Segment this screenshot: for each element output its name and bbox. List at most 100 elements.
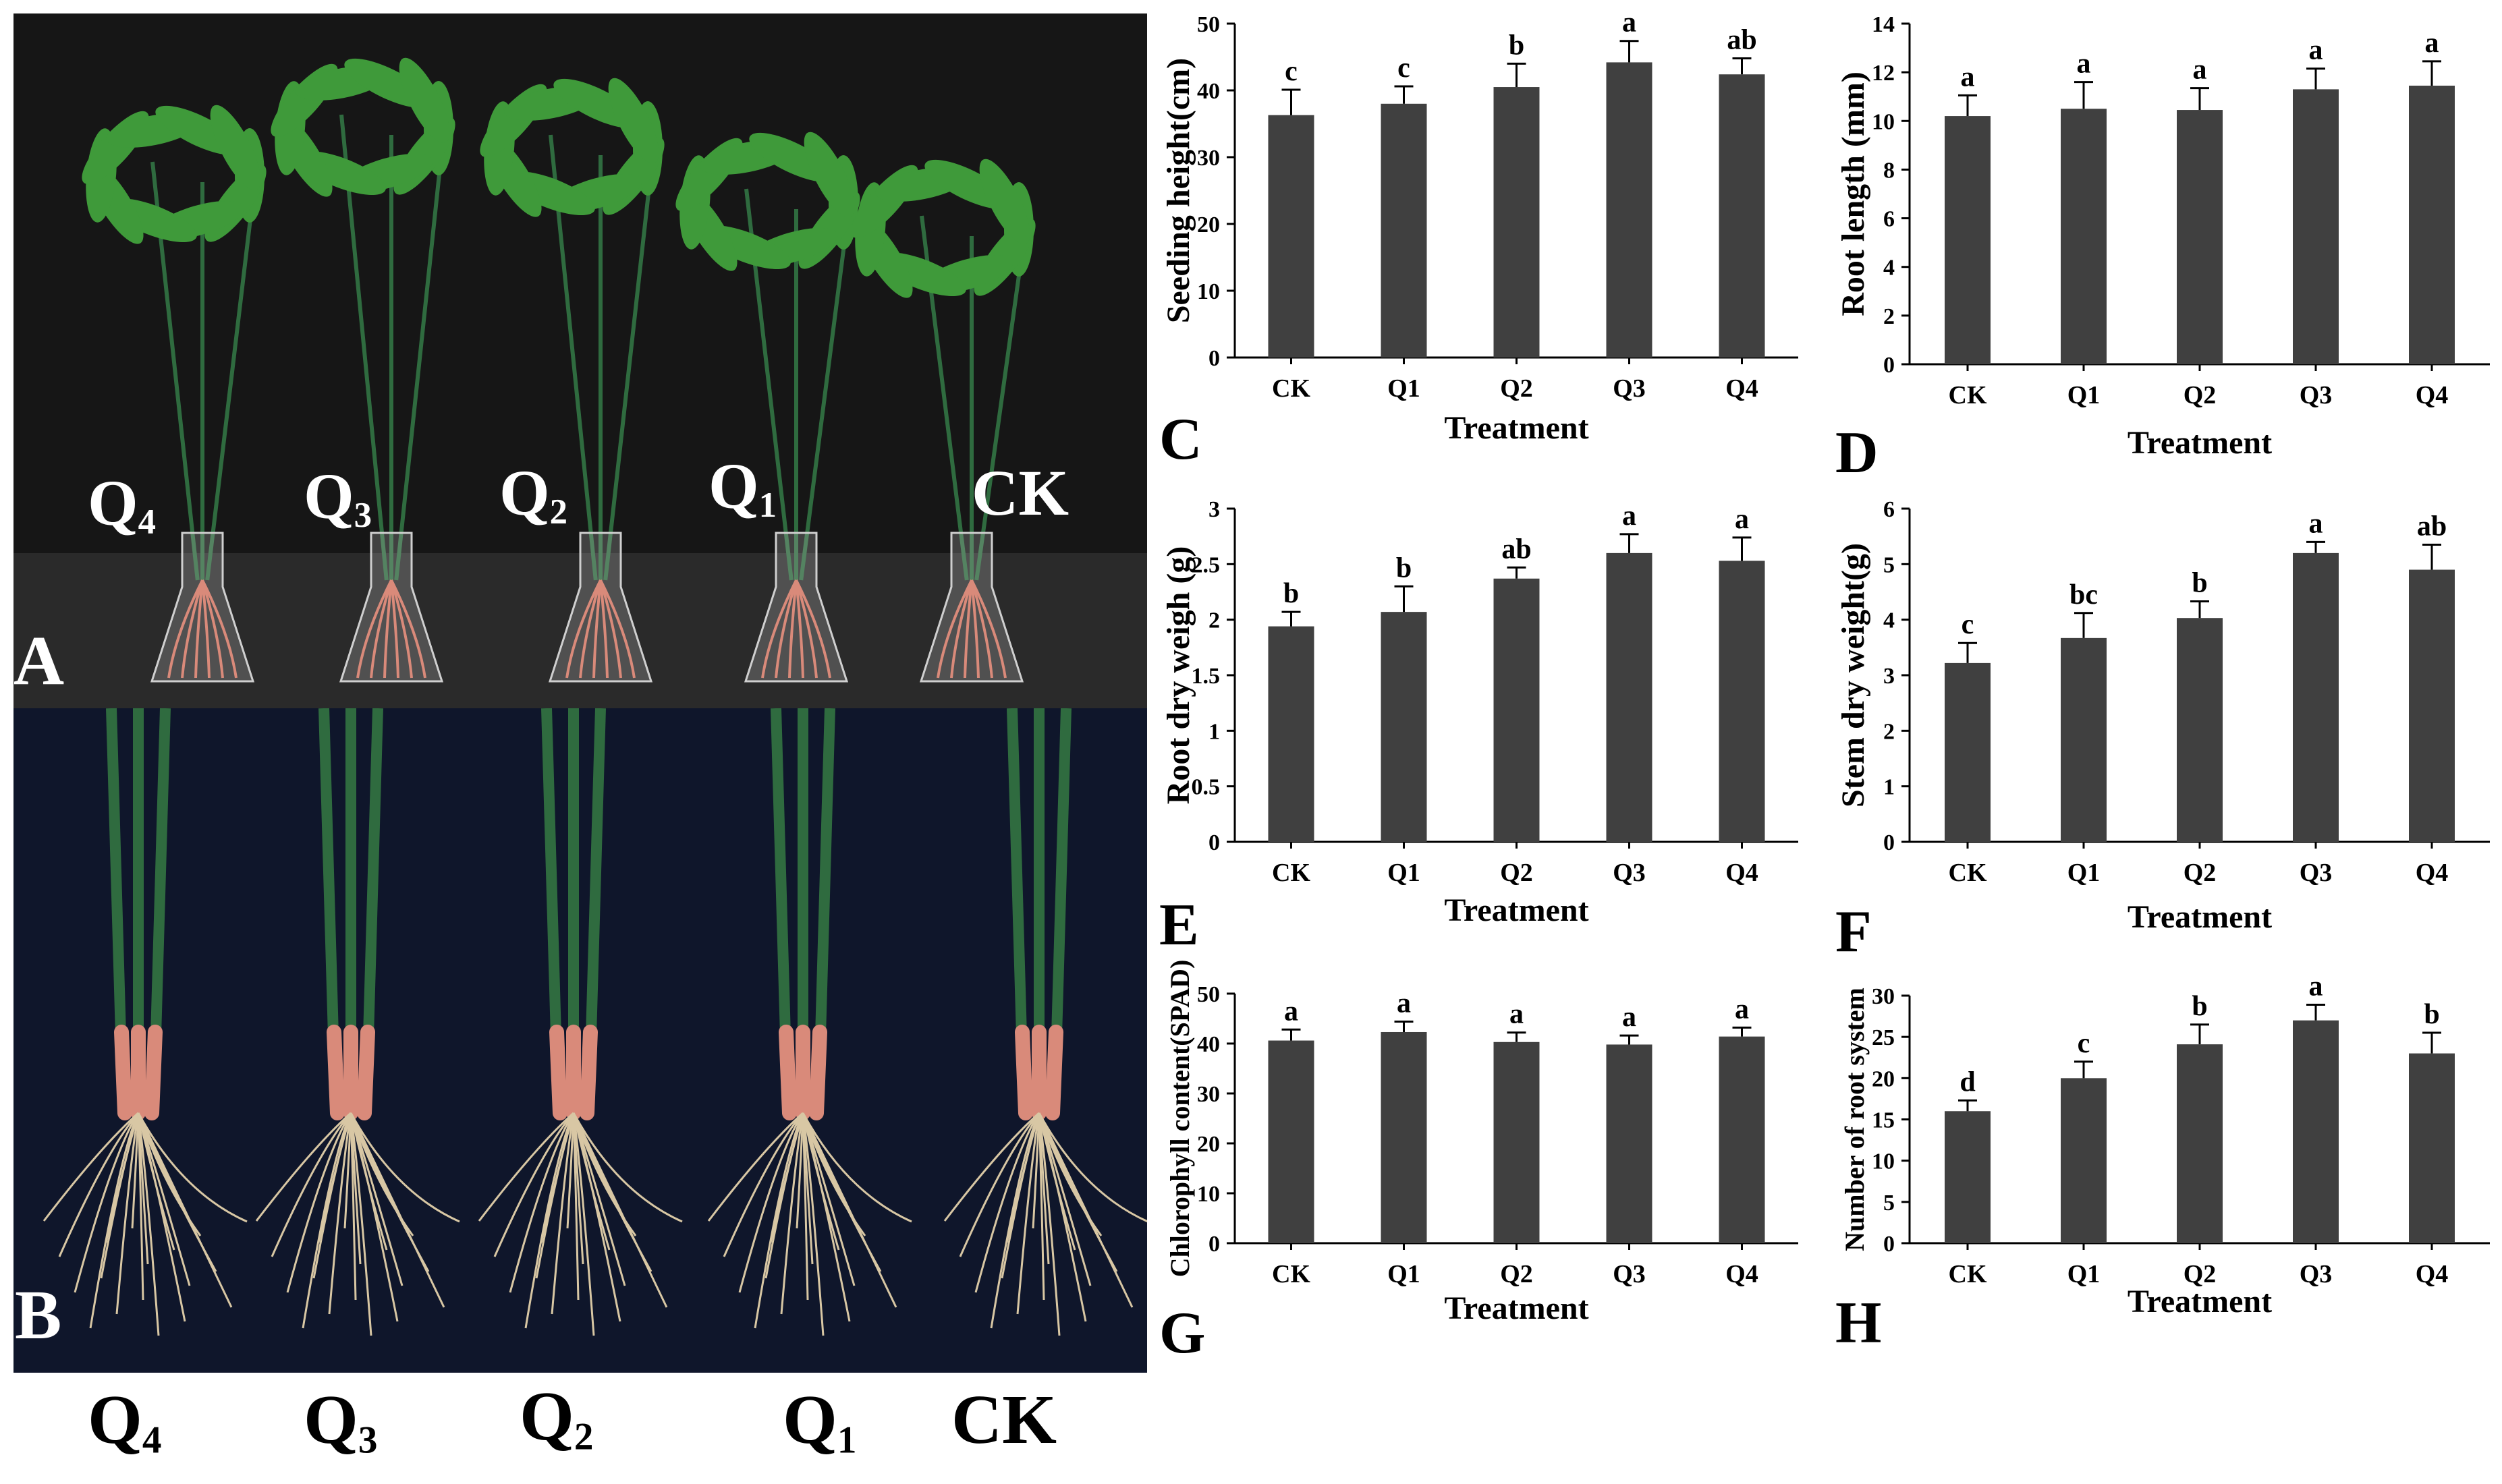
root-strand [764, 1112, 804, 1279]
root-strand [1038, 1112, 1061, 1336]
y-tick-label: 10 [1197, 1182, 1220, 1207]
root [599, 579, 636, 679]
root [592, 579, 602, 679]
significance-letter: a [1397, 988, 1411, 1019]
root [201, 579, 224, 679]
panel-letter: H [1835, 1290, 1881, 1356]
stem [799, 229, 848, 581]
root-strand [1038, 1112, 1147, 1223]
x-tick-label: Q2 [1500, 374, 1533, 403]
root [167, 579, 204, 679]
root-base [809, 1025, 827, 1120]
significance-letter: a [2309, 508, 2323, 539]
bar [2177, 618, 2223, 842]
leaf [804, 132, 855, 218]
root-strand [974, 1112, 1040, 1293]
bar [2061, 109, 2107, 364]
bar [1493, 578, 1540, 842]
y-tick-label: 20 [1197, 1132, 1220, 1157]
stem [394, 154, 443, 581]
root [390, 579, 413, 679]
label-ck: CK [972, 457, 1069, 529]
significance-letter: c [1962, 609, 1974, 640]
y-tick-label: 5 [1883, 1191, 1895, 1216]
x-tick-label: Q2 [2184, 859, 2217, 887]
plant-in-flask [271, 57, 455, 683]
root-strand [115, 1112, 140, 1315]
significance-letter: a [2309, 971, 2323, 1002]
bar [2293, 89, 2339, 364]
plant-in-flask [675, 132, 860, 683]
significance-letter: ab [1727, 24, 1756, 55]
y-tick-label: 0 [1208, 1232, 1220, 1257]
stem [585, 708, 606, 1060]
significance-letter: b [1396, 552, 1412, 583]
root-strand [723, 1112, 804, 1257]
stem [771, 708, 791, 1060]
root-strand [738, 1112, 804, 1293]
significance-letter: d [1959, 1066, 1975, 1097]
bar [2177, 1044, 2223, 1243]
y-tick-label: 12 [1872, 61, 1895, 86]
x-tick-label: Q4 [1725, 1260, 1758, 1288]
y-tick-label: 1 [1208, 719, 1220, 744]
panel-letter: D [1835, 420, 1879, 486]
y-tick-label: 5 [1883, 552, 1895, 577]
root-strand [350, 1112, 460, 1223]
root-strand [572, 1112, 621, 1322]
panel-b-photo: B [13, 708, 1147, 1373]
bar [1268, 115, 1314, 358]
bar [2177, 110, 2223, 364]
x-axis-title: Treatment [1444, 1290, 1588, 1326]
root-base [1045, 1025, 1063, 1120]
root-base [144, 1025, 163, 1120]
significance-letter: a [1509, 999, 1524, 1030]
root-strand [509, 1112, 575, 1293]
root [964, 579, 973, 679]
root-strand [535, 1112, 575, 1279]
root-strand [137, 1112, 144, 1301]
x-tick-label: Q1 [1387, 374, 1420, 403]
y-tick-label: 0.5 [1192, 775, 1221, 800]
root-strand [802, 1112, 851, 1322]
bar [1381, 1031, 1427, 1243]
y-tick-label: 50 [1197, 982, 1220, 1007]
root-strand [1001, 1112, 1040, 1279]
root-strand [990, 1112, 1040, 1329]
root-strand [328, 1112, 352, 1315]
label-b-q2: Q2 [520, 1377, 594, 1458]
significance-letter: b [2424, 999, 2439, 1030]
root-strand [350, 1112, 445, 1308]
root-strand [493, 1112, 575, 1257]
chart-number-of-root-system: 0 5 10 15 20 25 30 d CK c Q1 b Q2 a Q3 b Q4 Treatment Numb… [1822, 971, 2502, 1481]
significance-letter: a [1622, 1002, 1636, 1033]
root-strand [572, 1112, 595, 1336]
x-tick-label: Q2 [2184, 1260, 2217, 1288]
y-tick-label: 6 [1883, 207, 1895, 232]
x-tick-label: Q2 [1500, 1260, 1533, 1288]
panel-letter-a: A [13, 622, 65, 700]
plant-in-flask [480, 78, 665, 683]
x-tick-label: Q2 [1500, 859, 1533, 887]
x-tick-label: Q1 [2067, 859, 2101, 887]
root [390, 579, 426, 679]
root [565, 579, 602, 679]
significance-letter: a [2077, 49, 2091, 80]
stem [974, 256, 1024, 581]
y-tick-label: 15 [1872, 1108, 1895, 1133]
seedlings-in-flasks-illustration [13, 13, 1147, 708]
root-strand [137, 1112, 160, 1336]
x-tick-label: Q3 [1613, 374, 1646, 403]
root [370, 579, 393, 679]
root-strand [1016, 1112, 1040, 1315]
chart-seeding-height: 0 10 20 30 40 50 c CK c Q1 b Q2 a Q3 ab Q4 Treatment Seed… [1147, 0, 1822, 472]
root-base [1015, 1025, 1033, 1120]
root-strand [551, 1112, 575, 1315]
root-strand [89, 1112, 140, 1329]
chart-svg: 0 10 20 30 40 50 a CK a Q1 a Q2 a Q3 a Q4 Treatment Chlor… [1159, 960, 1798, 1366]
y-axis-title: Root length (mm) [1835, 72, 1871, 316]
root [579, 579, 602, 679]
root-strand [137, 1112, 248, 1223]
significance-letter: b [1283, 578, 1299, 609]
label-b-q4: Q4 [88, 1381, 162, 1462]
